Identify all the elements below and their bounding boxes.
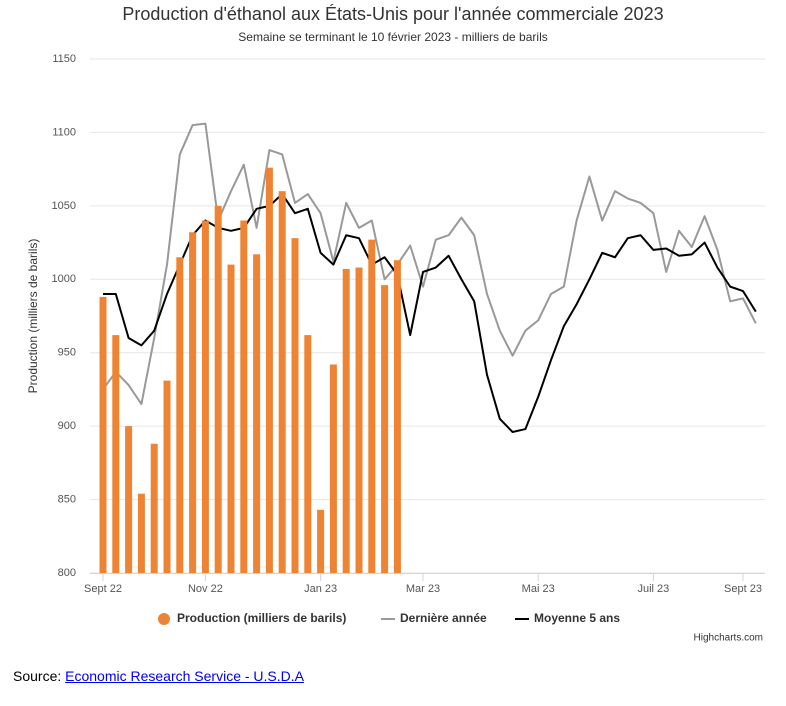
y-tick-label: 950 — [58, 347, 76, 359]
bar — [214, 205, 222, 573]
source-link[interactable]: Economic Research Service - U.S.D.A — [65, 668, 304, 684]
x-tick-label: Mai 23 — [522, 583, 555, 595]
bar — [189, 232, 197, 573]
x-tick-label: Nov 22 — [188, 583, 223, 595]
bar — [329, 364, 337, 573]
y-tick-label: 850 — [58, 493, 76, 505]
bar — [342, 269, 350, 573]
line — [103, 193, 757, 434]
bar — [227, 264, 235, 573]
legend-label: Moyenne 5 ans — [534, 611, 620, 625]
y-tick-label: 1000 — [52, 273, 76, 285]
bar — [240, 220, 248, 574]
source-label: Source: — [13, 668, 62, 684]
bar — [265, 167, 273, 573]
bar — [163, 380, 171, 573]
bar — [381, 285, 389, 573]
x-tick-label: Sept 22 — [84, 583, 122, 595]
bar — [368, 239, 376, 574]
x-tick-label: Jan 23 — [304, 583, 337, 595]
x-tick-label: Sept 23 — [724, 583, 762, 595]
bar — [201, 220, 209, 574]
legend-label: Production (milliers de barils) — [177, 611, 346, 625]
y-tick-label: 800 — [58, 567, 76, 579]
bar — [176, 257, 184, 573]
chart: Production d'éthanol aux États-Unis pour… — [26, 4, 765, 644]
bar — [137, 493, 145, 573]
bar — [125, 426, 133, 573]
y-tick-label: 1150 — [52, 53, 76, 65]
source: Source: Economic Research Service - U.S.… — [13, 668, 304, 684]
bar — [393, 260, 401, 573]
bar — [99, 296, 107, 573]
bar — [291, 238, 299, 573]
y-tick-label: 1100 — [52, 126, 76, 138]
bar — [150, 443, 158, 573]
line — [102, 122, 757, 406]
bar — [278, 191, 286, 573]
bar — [112, 335, 120, 573]
bar — [304, 335, 312, 573]
x-tick-label: Juil 23 — [638, 583, 670, 595]
chart-subtitle: Semaine se terminant le 10 février 2023 … — [238, 30, 547, 44]
legend-label: Dernière année — [400, 611, 487, 625]
y-tick-label: 900 — [58, 420, 76, 432]
y-tick-label: 1050 — [52, 200, 76, 212]
legend-symbol — [158, 613, 170, 625]
chart-title: Production d'éthanol aux États-Unis pour… — [122, 4, 663, 24]
y-axis-label: Production (milliers de baril​s) — [26, 239, 40, 394]
bar — [317, 509, 325, 573]
bar — [253, 254, 261, 573]
x-tick-label: Mar 23 — [406, 583, 440, 595]
credits: Highcharts.com — [694, 633, 763, 644]
bar — [355, 267, 363, 573]
